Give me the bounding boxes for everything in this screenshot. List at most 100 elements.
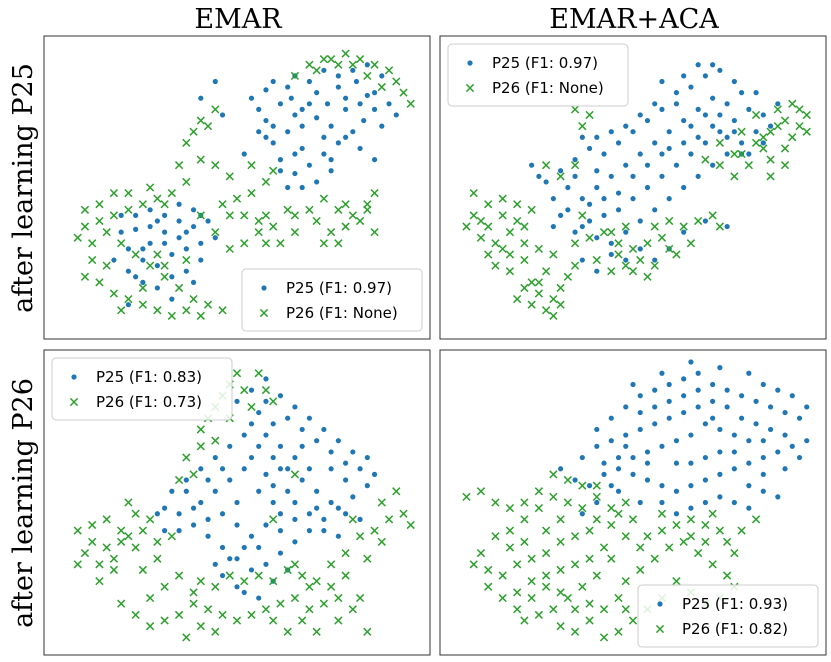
data-point (476, 548, 486, 558)
data-point (710, 62, 716, 68)
data-point (285, 415, 291, 421)
data-point (292, 516, 298, 522)
data-point (722, 571, 732, 580)
data-point (328, 449, 334, 455)
data-point (607, 520, 616, 530)
data-point (614, 239, 623, 248)
scatter-panel-1: P25 (F1: 0.97) P26 (F1: None) (43, 35, 431, 340)
data-point (145, 622, 155, 631)
data-point (254, 571, 263, 580)
data-point (760, 381, 766, 388)
data-point (630, 454, 636, 461)
series-p26 (462, 99, 811, 320)
data-point (775, 449, 781, 455)
data-point (205, 477, 211, 483)
data-point (276, 239, 285, 248)
data-point (348, 60, 357, 69)
data-point (637, 499, 643, 506)
data-point (572, 229, 578, 235)
data-point (673, 460, 680, 466)
legend-marker (467, 60, 473, 66)
data-point (541, 548, 551, 558)
data-point (717, 67, 723, 73)
data-point (744, 161, 753, 170)
data-point (804, 404, 810, 410)
data-point (686, 515, 696, 524)
data-point (630, 471, 636, 477)
data-point (285, 129, 291, 135)
data-point (298, 571, 307, 580)
data-point (498, 244, 507, 254)
series-p26 (73, 369, 415, 642)
data-point (326, 228, 336, 237)
data-point (133, 274, 139, 280)
data-point (162, 240, 168, 246)
data-point (570, 239, 580, 248)
data-point (556, 588, 565, 597)
data-point (319, 194, 329, 203)
data-point (679, 537, 688, 546)
data-point (534, 244, 544, 254)
data-point (739, 393, 745, 399)
data-point (666, 381, 672, 388)
data-point (462, 222, 471, 231)
data-point (227, 477, 233, 483)
data-point (607, 228, 616, 237)
data-point (527, 593, 536, 603)
data-point (247, 161, 256, 170)
data-point (746, 151, 752, 157)
data-point (263, 87, 269, 93)
data-point (290, 593, 300, 603)
data-point (529, 162, 535, 168)
legend-marker (655, 624, 665, 634)
data-point (379, 73, 385, 79)
data-point (484, 565, 493, 575)
data-point (731, 117, 737, 124)
data-point (746, 438, 752, 444)
data-point (182, 177, 191, 187)
data-point (350, 129, 356, 135)
data-point (637, 409, 643, 416)
legend-marker (261, 285, 267, 291)
data-point (563, 498, 572, 507)
data-point (227, 443, 233, 449)
data-point (505, 543, 515, 552)
data-point (341, 200, 350, 209)
data-point (348, 515, 357, 524)
data-point (652, 387, 658, 393)
data-point (241, 589, 247, 596)
data-point (681, 229, 687, 235)
data-point (357, 466, 363, 472)
data-point (710, 123, 716, 129)
legend-box (447, 43, 629, 107)
data-point (261, 211, 271, 220)
data-point (585, 526, 594, 535)
data-point (751, 515, 761, 524)
data-point (125, 302, 131, 308)
data-point (527, 278, 536, 287)
data-point (572, 157, 578, 163)
data-point (782, 432, 788, 438)
data-point (594, 426, 600, 433)
data-point (701, 537, 710, 546)
data-point (534, 289, 544, 298)
data-point (205, 218, 211, 224)
data-point (570, 161, 580, 170)
data-point (138, 565, 148, 575)
data-point (314, 505, 320, 511)
data-point (227, 556, 233, 562)
data-point (183, 477, 189, 483)
data-point (263, 471, 269, 477)
data-point (183, 229, 189, 235)
data-point (263, 522, 269, 528)
data-point (392, 77, 401, 86)
data-point (673, 488, 680, 494)
data-point (234, 499, 240, 506)
data-point (399, 88, 408, 97)
data-point (196, 442, 205, 451)
data-point (117, 526, 126, 535)
data-point (270, 123, 276, 129)
data-point (247, 188, 256, 198)
data-point (147, 223, 153, 230)
